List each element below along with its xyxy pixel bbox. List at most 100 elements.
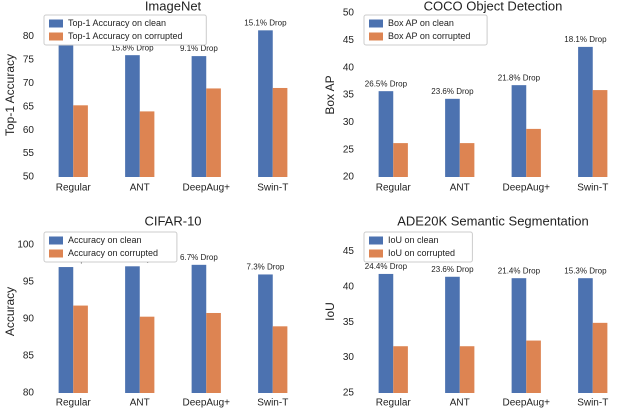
y-tick-label: 50 [23, 172, 35, 183]
annotation: 21.8% Drop [498, 73, 541, 82]
y-tick-label: 40 [343, 281, 355, 292]
x-tick-label: ANT [130, 398, 150, 409]
x-tick-label: DeepAug+ [502, 183, 550, 194]
legend-label: Top-1 Accuracy on corrupted [68, 31, 183, 41]
y-tick-label: 25 [343, 144, 355, 155]
legend-label: Accuracy on corrupted [68, 248, 158, 258]
bar [378, 273, 394, 393]
y-axis-label: Accuracy [3, 287, 17, 336]
annotation: 21.4% Drop [498, 266, 541, 275]
bar [272, 87, 288, 177]
bar [58, 267, 74, 393]
y-axis-label: Top-1 Accuracy [3, 54, 17, 136]
legend-box [363, 231, 473, 263]
legend-box [363, 14, 488, 46]
annotation: 23.6% Drop [431, 265, 474, 274]
x-tick-label: DeepAug+ [182, 183, 230, 194]
y-tick-label: 45 [343, 35, 355, 46]
bar [445, 276, 460, 393]
y-tick-label: 85 [23, 351, 35, 362]
y-tick-label: 25 [343, 388, 355, 399]
legend-swatch [369, 249, 383, 258]
bar [393, 143, 408, 177]
bar [393, 346, 408, 393]
bar [191, 264, 207, 393]
x-tick-label: ANT [450, 398, 470, 409]
bar [592, 322, 608, 393]
x-tick-label: ANT [130, 183, 150, 194]
legend-swatch [369, 236, 383, 245]
y-tick-label: 30 [343, 352, 355, 363]
y-tick-label: 30 [343, 117, 355, 128]
legend-label: Top-1 Accuracy on clean [68, 18, 166, 28]
chart-title: ADE20K Semantic Segmentation [397, 213, 589, 228]
bar [58, 41, 74, 177]
y-tick-label: 60 [23, 125, 35, 136]
bar [258, 274, 273, 393]
x-tick-label: ANT [450, 183, 470, 194]
annotation: 23.6% Drop [431, 87, 474, 96]
annotation: 6.7% Drop [180, 253, 218, 262]
bar [73, 105, 88, 177]
legend-label: IoU on clean [388, 235, 439, 245]
y-tick-label: 65 [23, 101, 35, 112]
y-axis-label: Box AP [323, 75, 337, 114]
y-tick-label: 35 [343, 317, 355, 328]
legend-label: Accuracy on clean [68, 235, 142, 245]
bar [526, 128, 541, 177]
x-tick-label: Swin-T [577, 183, 608, 194]
legend-box [43, 14, 207, 46]
bar [206, 88, 221, 177]
legend-label: Box AP on corrupted [388, 31, 470, 41]
x-tick-label: DeepAug+ [182, 398, 230, 409]
y-tick-label: 50 [343, 8, 355, 19]
annotation: 26.5% Drop [365, 79, 408, 88]
bar [378, 91, 394, 177]
bar [592, 90, 608, 177]
legend-box [43, 231, 178, 263]
bar [511, 85, 527, 177]
y-tick-label: 35 [343, 90, 355, 101]
annotation: 9.1% Drop [180, 44, 218, 53]
bar [139, 316, 155, 393]
bar [459, 143, 475, 177]
bar [272, 326, 288, 393]
x-tick-label: DeepAug+ [502, 398, 550, 409]
x-tick-label: Regular [376, 398, 412, 409]
bar [73, 305, 88, 393]
y-tick-label: 80 [23, 31, 35, 42]
bar [139, 111, 155, 177]
x-tick-label: Regular [56, 398, 92, 409]
annotation: 15.3% Drop [564, 266, 607, 275]
bar [258, 30, 273, 177]
legend-swatch [49, 236, 63, 245]
chart-title: COCO Object Detection [424, 0, 563, 13]
x-tick-label: Swin-T [257, 183, 288, 194]
y-tick-label: 55 [23, 148, 35, 159]
legend-swatch [49, 249, 63, 258]
y-tick-label: 40 [343, 62, 355, 73]
bar [578, 278, 593, 393]
bar [206, 312, 221, 393]
y-tick-label: 20 [343, 172, 355, 183]
bar [526, 340, 541, 393]
annotation: 15.1% Drop [244, 18, 287, 27]
annotation: 24.4% Drop [365, 262, 408, 271]
y-tick-label: 80 [23, 388, 35, 399]
legend-swatch [369, 32, 383, 41]
y-tick-label: 100 [17, 239, 34, 250]
chart-title: ImageNet [145, 0, 202, 13]
bar [125, 266, 140, 393]
x-tick-label: Swin-T [257, 398, 288, 409]
legend-swatch [49, 19, 63, 28]
bar [459, 346, 475, 393]
annotation: 18.1% Drop [564, 35, 607, 44]
legend-swatch [369, 19, 383, 28]
annotation: 7.3% Drop [247, 263, 285, 272]
bar [191, 56, 207, 178]
annotation: 15.8% Drop [111, 43, 154, 52]
y-axis-label: IoU [323, 302, 337, 321]
x-tick-label: Regular [376, 183, 412, 194]
x-tick-label: Regular [56, 183, 92, 194]
